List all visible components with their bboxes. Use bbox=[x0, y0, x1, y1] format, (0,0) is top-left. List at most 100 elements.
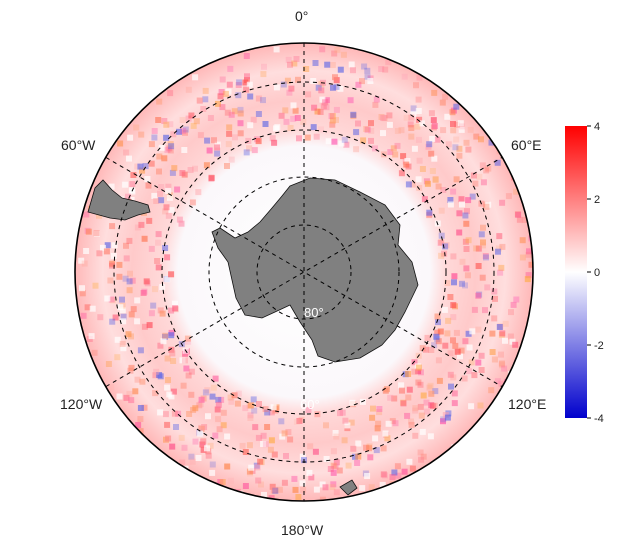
field-cell bbox=[464, 272, 471, 279]
field-cell bbox=[310, 124, 317, 131]
field-cell bbox=[308, 474, 315, 481]
field-cell bbox=[342, 417, 349, 424]
field-cell bbox=[415, 108, 422, 114]
field-cell bbox=[330, 84, 336, 91]
field-cell bbox=[495, 248, 501, 255]
field-cell bbox=[450, 188, 457, 195]
field-cell bbox=[327, 466, 334, 472]
field-cell bbox=[188, 112, 195, 119]
field-cell bbox=[385, 59, 392, 66]
field-cell bbox=[405, 394, 412, 401]
field-cell bbox=[319, 46, 326, 53]
field-cell bbox=[196, 97, 203, 104]
field-cell bbox=[224, 463, 231, 470]
field-cell bbox=[150, 302, 157, 309]
field-cell bbox=[466, 344, 473, 351]
field-cell bbox=[444, 113, 451, 120]
field-cell bbox=[423, 346, 429, 353]
field-cell bbox=[323, 456, 330, 462]
field-cell bbox=[195, 189, 202, 196]
field-cell bbox=[109, 318, 116, 325]
field-cell bbox=[456, 145, 463, 152]
field-cell bbox=[247, 415, 254, 421]
field-cell bbox=[162, 208, 169, 215]
field-cell bbox=[296, 418, 303, 424]
field-cell bbox=[390, 145, 397, 152]
field-cell bbox=[459, 258, 466, 265]
field-cell bbox=[167, 121, 174, 128]
field-cell bbox=[526, 248, 532, 255]
field-cell bbox=[482, 253, 489, 259]
field-cell bbox=[236, 79, 243, 86]
field-cell bbox=[418, 120, 425, 127]
field-cell bbox=[219, 104, 226, 111]
field-cell bbox=[198, 424, 205, 431]
field-cell bbox=[431, 123, 438, 129]
field-cell bbox=[462, 238, 469, 245]
field-cell bbox=[204, 137, 211, 144]
field-cell bbox=[403, 114, 410, 121]
field-cell bbox=[445, 317, 452, 324]
field-cell bbox=[456, 210, 463, 217]
field-cell bbox=[164, 276, 171, 283]
field-cell bbox=[295, 494, 302, 500]
field-cell bbox=[281, 479, 288, 486]
field-cell bbox=[359, 485, 366, 492]
field-cell bbox=[359, 398, 366, 405]
field-cell bbox=[226, 124, 233, 131]
field-cell bbox=[329, 121, 336, 128]
field-cell bbox=[475, 292, 482, 299]
field-cell bbox=[407, 121, 414, 128]
field-cell bbox=[242, 79, 249, 86]
field-cell bbox=[491, 315, 498, 322]
field-cell bbox=[343, 141, 350, 148]
map-boundary bbox=[74, 42, 534, 502]
field-cell bbox=[128, 187, 135, 194]
field-cell bbox=[126, 287, 133, 294]
field-cell bbox=[264, 424, 271, 430]
field-cell bbox=[451, 273, 458, 280]
field-cell bbox=[123, 242, 129, 249]
field-cell bbox=[502, 337, 508, 344]
field-cell bbox=[157, 190, 163, 197]
field-cell bbox=[202, 389, 209, 396]
field-cell bbox=[419, 428, 426, 435]
field-cell bbox=[281, 430, 288, 437]
field-cell bbox=[295, 76, 301, 83]
field-cell bbox=[368, 484, 375, 491]
field-cell bbox=[468, 403, 475, 410]
graticule bbox=[105, 43, 503, 501]
field-cell bbox=[153, 198, 160, 204]
field-cell bbox=[392, 151, 399, 158]
field-cell bbox=[234, 400, 241, 407]
field-cell bbox=[267, 446, 274, 453]
field-cell bbox=[293, 56, 300, 62]
field-cell bbox=[171, 410, 178, 417]
field-cell bbox=[441, 306, 448, 313]
field-cell bbox=[215, 401, 222, 408]
colorbar-tick-label: 4 bbox=[594, 121, 601, 133]
field-cell bbox=[155, 264, 162, 271]
field-cell bbox=[313, 133, 320, 140]
field-cell bbox=[120, 318, 127, 325]
field-cell bbox=[319, 96, 326, 103]
field-cell bbox=[162, 333, 168, 340]
field-cell bbox=[239, 442, 246, 449]
field-cell bbox=[164, 146, 171, 153]
lon-label-0: 0° bbox=[295, 8, 309, 24]
field-cell bbox=[435, 338, 442, 345]
field-cell bbox=[166, 391, 173, 398]
field-cell bbox=[450, 337, 456, 344]
field-cell bbox=[108, 183, 115, 190]
field-cell bbox=[514, 211, 521, 218]
lat-label-60: 60° bbox=[300, 397, 320, 412]
field-cell bbox=[482, 307, 488, 314]
field-cell bbox=[252, 424, 259, 431]
field-cell bbox=[510, 301, 517, 308]
field-cell bbox=[456, 229, 463, 236]
field-cell bbox=[509, 338, 516, 345]
field-cell bbox=[483, 254, 489, 261]
field-cell bbox=[207, 442, 214, 449]
field-cell bbox=[450, 121, 456, 127]
field-cell bbox=[380, 445, 387, 452]
